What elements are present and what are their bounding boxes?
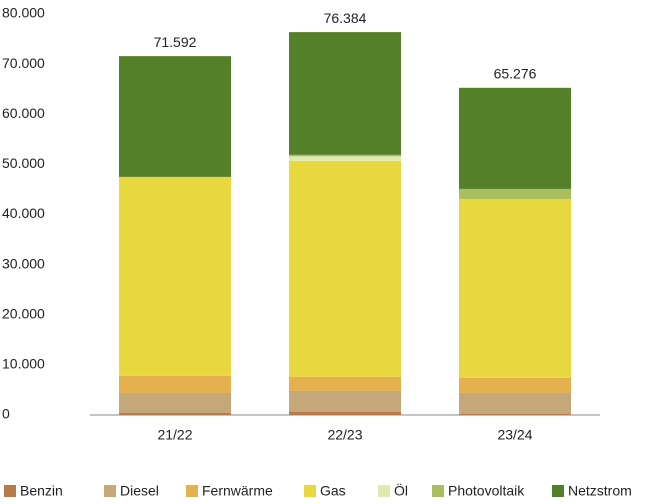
legend-swatch	[4, 485, 16, 497]
y-tick-label: 10.000	[2, 356, 45, 372]
legend-swatch	[552, 485, 564, 497]
legend-swatch	[432, 485, 444, 497]
x-tick-label: 21/22	[157, 427, 192, 443]
legend-swatch	[186, 485, 198, 497]
bar-segment	[289, 390, 401, 412]
bar-segment	[289, 376, 401, 391]
bar-segment	[119, 412, 231, 415]
bar-segment	[459, 392, 571, 414]
legend-label: Photovoltaik	[448, 483, 525, 499]
y-tick-label: 70.000	[2, 55, 45, 71]
total-label: 71.592	[154, 34, 197, 50]
y-tick-label: 0	[2, 406, 10, 422]
legend-label: Benzin	[20, 483, 63, 499]
bar-segment	[119, 176, 231, 376]
legend-swatch	[104, 485, 116, 497]
y-tick-label: 50.000	[2, 155, 45, 171]
bar-segment	[119, 56, 231, 177]
y-tick-label: 60.000	[2, 105, 45, 121]
y-tick-label: 30.000	[2, 255, 45, 271]
bar-segment	[289, 154, 401, 157]
bar-segment	[289, 160, 401, 377]
bar-segment	[119, 392, 231, 413]
legend-label: Gas	[320, 483, 346, 499]
y-tick-label: 40.000	[2, 205, 45, 221]
total-label: 65.276	[494, 66, 537, 82]
legend-swatch	[304, 485, 316, 497]
bar-segment	[459, 377, 571, 393]
legend-label: Netzstrom	[568, 483, 632, 499]
bar-segment	[289, 411, 401, 415]
x-tick-label: 23/24	[497, 427, 532, 443]
legend-swatch	[378, 485, 390, 497]
legend-label: Fernwärme	[202, 483, 273, 499]
bar-segment	[459, 413, 571, 415]
total-label: 76.384	[324, 10, 367, 26]
bar-segment	[459, 188, 571, 199]
x-tick-label: 22/23	[327, 427, 362, 443]
bar-segment	[289, 32, 401, 155]
legend-label: Öl	[394, 482, 408, 499]
bar-segment	[459, 198, 571, 378]
y-tick-label: 20.000	[2, 305, 45, 321]
legend-label: Diesel	[120, 483, 159, 499]
bar-segment	[289, 156, 401, 161]
bar-segment	[119, 375, 231, 393]
y-tick-label: 80.000	[2, 5, 45, 21]
bar-segment	[459, 87, 571, 189]
